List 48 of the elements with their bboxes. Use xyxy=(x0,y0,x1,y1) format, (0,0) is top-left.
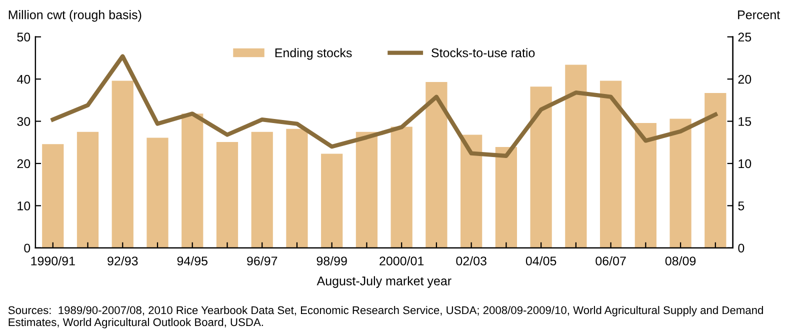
y-tick-label: 10 xyxy=(18,201,30,210)
x-tick-label: 2000/01 xyxy=(380,256,424,266)
x-axis-title: August-July market year xyxy=(316,276,452,288)
bar xyxy=(112,80,134,248)
bar xyxy=(565,64,587,248)
y-tick-label: 50 xyxy=(17,32,30,42)
bar xyxy=(495,147,517,248)
x-tick-label: 06/07 xyxy=(596,256,626,266)
y2-tick-label: 5 xyxy=(738,202,744,210)
y2-tick-label: 0 xyxy=(738,244,744,253)
x-tick-label: 92/93 xyxy=(108,256,138,266)
bar xyxy=(670,118,692,248)
bar xyxy=(634,122,656,248)
source-note: Sources: 1989/90-2007/08, 2010 Rice Yearbook Data Set, Economic Research Service, USDA; 2008/09-2009/10, World Agricultural Supply and Demand Estimates, World Agricultural Outlook Board, USDA. xyxy=(8,306,763,328)
x-tick-label: 1990/91 xyxy=(31,256,75,266)
y-tick-label: 40 xyxy=(16,74,30,84)
bar xyxy=(460,134,482,248)
y2-tick-label: 20 xyxy=(738,74,752,84)
x-tick-label: 94/95 xyxy=(177,256,208,266)
y2-tick-label: 15 xyxy=(738,117,752,126)
bar xyxy=(251,132,273,248)
bar xyxy=(704,92,726,248)
bar xyxy=(216,142,238,248)
y-tick-label: 0 xyxy=(24,244,30,253)
x-tick-label: 98/99 xyxy=(316,256,347,266)
y-tick-label: 20 xyxy=(17,159,30,168)
bar xyxy=(42,144,64,248)
y2-tick-label: 10 xyxy=(738,159,752,168)
x-tick-label: 96/97 xyxy=(247,256,278,266)
y2-tick-label: 25 xyxy=(738,32,752,42)
bar xyxy=(321,154,343,248)
legend-label: Ending stocks xyxy=(275,48,352,60)
bar xyxy=(356,132,378,248)
bar xyxy=(286,128,308,248)
bar xyxy=(76,132,99,248)
bar xyxy=(182,114,204,248)
bar xyxy=(146,138,168,248)
x-tick-label: 04/05 xyxy=(526,256,556,266)
x-tick-label: 08/09 xyxy=(665,256,696,266)
y-axis-title: Million cwt (rough basis) xyxy=(8,10,142,22)
y-tick-label: 30 xyxy=(17,117,30,126)
bar xyxy=(390,126,412,248)
bar xyxy=(530,86,552,248)
y2-axis-title: Percent xyxy=(738,10,780,20)
x-tick-label: 02/03 xyxy=(456,256,486,266)
legend-label: Stocks-to-use ratio xyxy=(432,48,535,58)
bar xyxy=(426,82,448,248)
bar xyxy=(600,80,622,248)
